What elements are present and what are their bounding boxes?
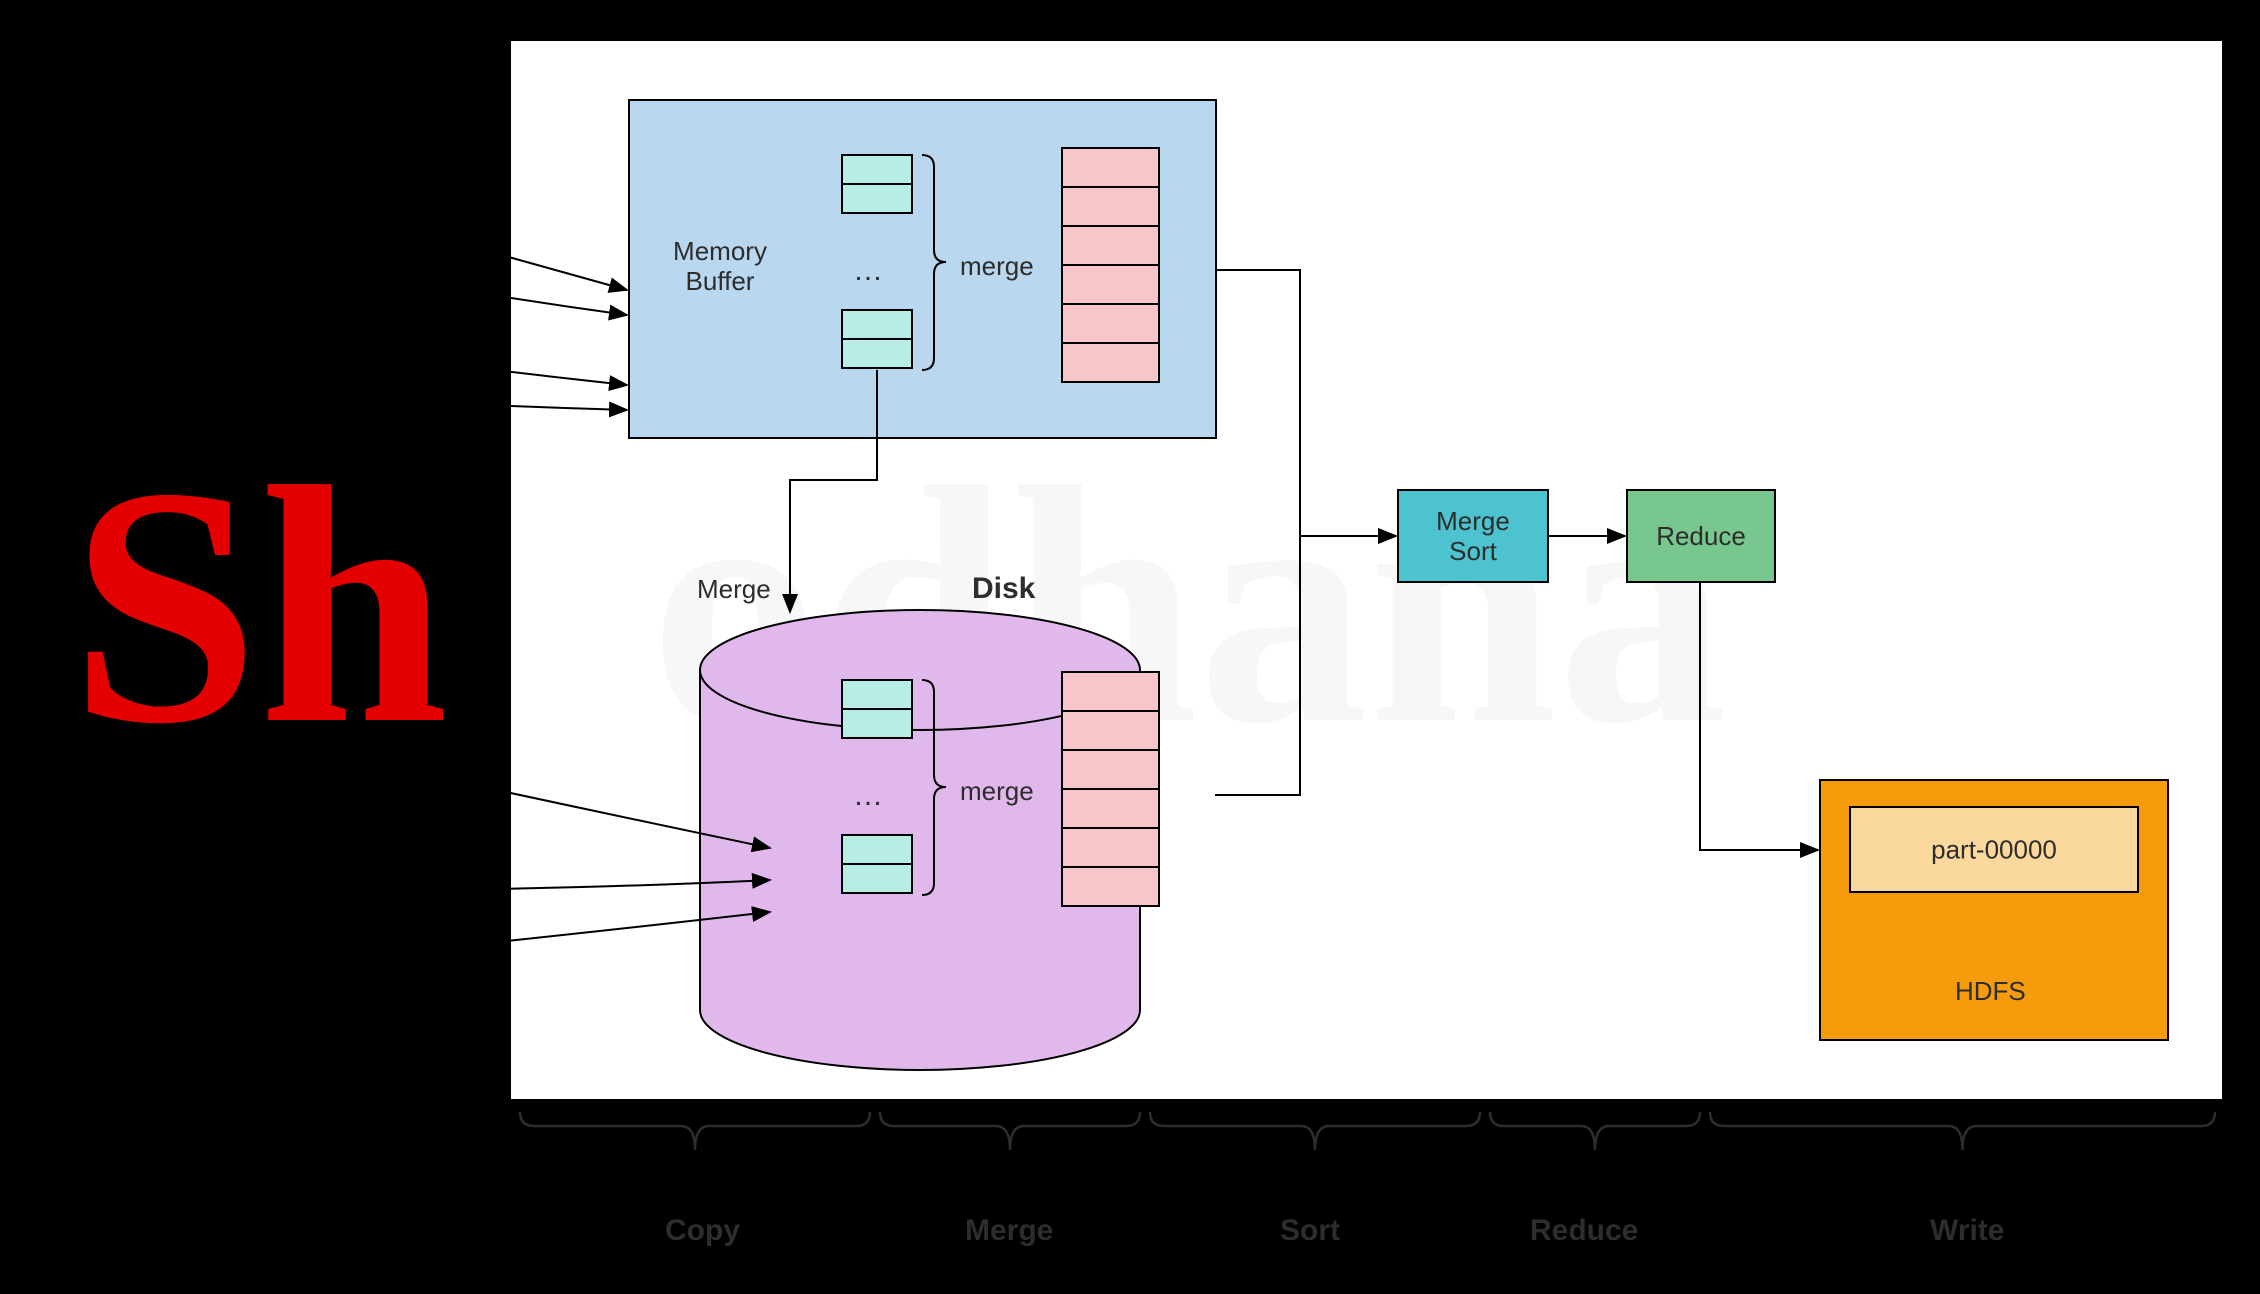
memory-buffer-label: Buffer bbox=[686, 266, 755, 296]
disk-input-stack bbox=[842, 835, 912, 893]
phase-label: Reduce bbox=[1530, 1214, 1638, 1247]
merge-sort-label: Sort bbox=[1449, 536, 1497, 566]
disk-merged-stack bbox=[1062, 672, 1159, 906]
ellipsis: … bbox=[853, 779, 883, 812]
phase-label: Sort bbox=[1280, 1214, 1340, 1247]
watermark-text: Sh bbox=[70, 417, 448, 794]
hdfs-label: HDFS bbox=[1955, 976, 2026, 1006]
memory-input-stack bbox=[842, 310, 912, 368]
disk-input-stack bbox=[842, 680, 912, 738]
phase-label: Merge bbox=[965, 1214, 1053, 1247]
memory-buffer-label: Memory bbox=[673, 236, 767, 266]
merge-edge-label: Merge bbox=[697, 574, 771, 604]
memory-merged-stack bbox=[1062, 148, 1159, 382]
merge-label: merge bbox=[960, 776, 1034, 806]
phase-label: Write bbox=[1930, 1214, 2004, 1247]
diagram-canvas: odhana Memory Buffer … merge … merge Dis… bbox=[0, 0, 2260, 1294]
hdfs-part-file-label: part-00000 bbox=[1931, 835, 2057, 865]
merge-label: merge bbox=[960, 251, 1034, 281]
ellipsis: … bbox=[853, 254, 883, 287]
memory-input-stack bbox=[842, 155, 912, 213]
merge-sort-label: Merge bbox=[1436, 506, 1510, 536]
reduce-label: Reduce bbox=[1656, 521, 1746, 551]
disk-label: Disk bbox=[972, 572, 1036, 605]
phase-label: Copy bbox=[665, 1214, 740, 1247]
